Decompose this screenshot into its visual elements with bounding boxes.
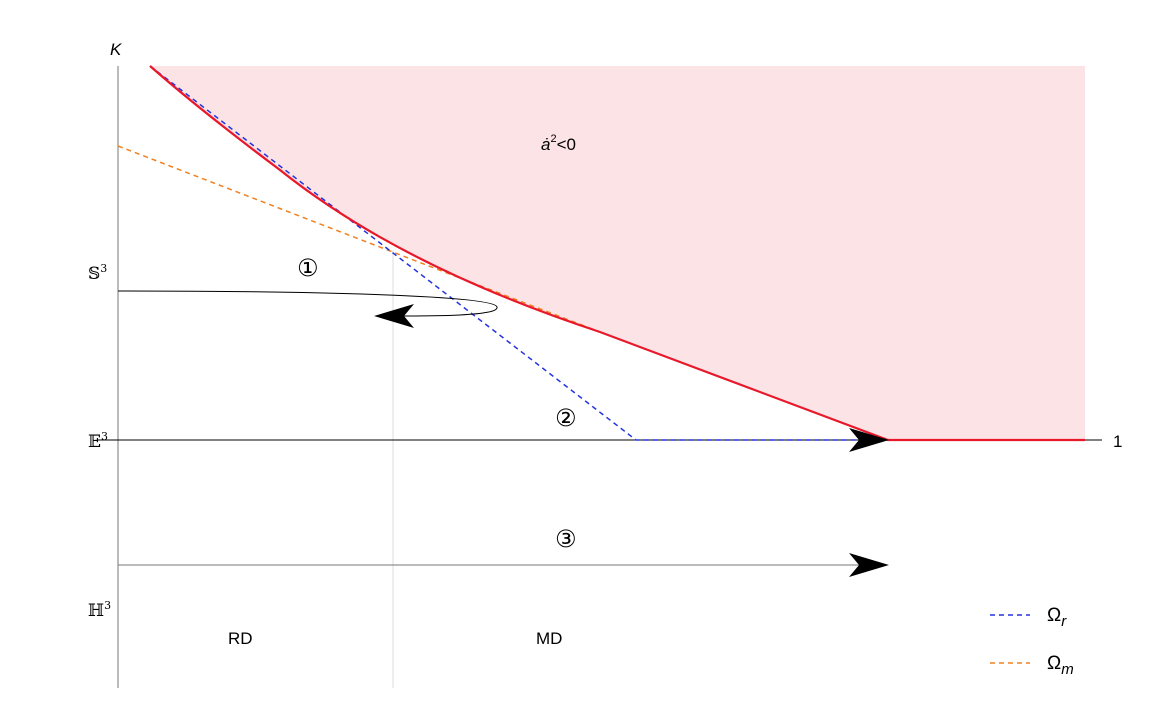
- x-axis-end-label: 1: [1113, 432, 1122, 451]
- legend-omega-m-label: Ωm: [1047, 653, 1074, 678]
- legend-omega-r-label: Ωr: [1047, 605, 1067, 630]
- y-axis-label: K: [110, 40, 122, 59]
- boundary-curve: [149, 65, 1085, 442]
- rd-era-label: RD: [228, 629, 253, 648]
- euclidean-space-label: 𝔼3: [88, 430, 108, 452]
- forbidden-region: [150, 66, 1085, 440]
- hyperbolic-space-label: ℍ3: [88, 599, 111, 621]
- forbidden-region-label: ȧ2<0: [541, 133, 576, 154]
- trajectory-1-label: ①: [297, 254, 319, 282]
- trajectory-1-arrowhead: [374, 304, 414, 328]
- trajectory-2-label: ②: [555, 404, 577, 432]
- trajectory-3-arrowhead: [849, 553, 889, 577]
- legend: Ωr Ωm: [990, 605, 1074, 678]
- omega-r-line: [149, 65, 888, 441]
- spherical-space-label: 𝕊3: [88, 262, 107, 284]
- trajectory-1: [117, 290, 498, 317]
- md-era-label: MD: [536, 629, 562, 648]
- trajectory-2-arrowhead: [849, 428, 889, 452]
- trajectory-3-label: ③: [555, 525, 577, 553]
